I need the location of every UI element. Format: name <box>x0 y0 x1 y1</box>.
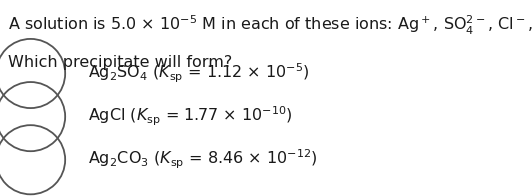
Text: Which precipitate will form?: Which precipitate will form? <box>8 55 232 70</box>
Text: AgCl ($K_{\rm sp}$ = 1.77 $\times$ 10$^{-10}$): AgCl ($K_{\rm sp}$ = 1.77 $\times$ 10$^{… <box>88 105 293 128</box>
Text: A solution is 5.0 $\times$ 10$^{-5}$ M in each of these ions: Ag$^+$, SO$_4^{2-}: A solution is 5.0 $\times$ 10$^{-5}$ M i… <box>8 14 532 37</box>
Text: Ag$_2$CO$_3$ ($K_{\rm sp}$ = 8.46 $\times$ 10$^{-12}$): Ag$_2$CO$_3$ ($K_{\rm sp}$ = 8.46 $\time… <box>88 148 318 171</box>
Text: Ag$_2$SO$_4$ ($K_{\rm sp}$ = 1.12 $\times$ 10$^{-5}$): Ag$_2$SO$_4$ ($K_{\rm sp}$ = 1.12 $\time… <box>88 62 310 85</box>
